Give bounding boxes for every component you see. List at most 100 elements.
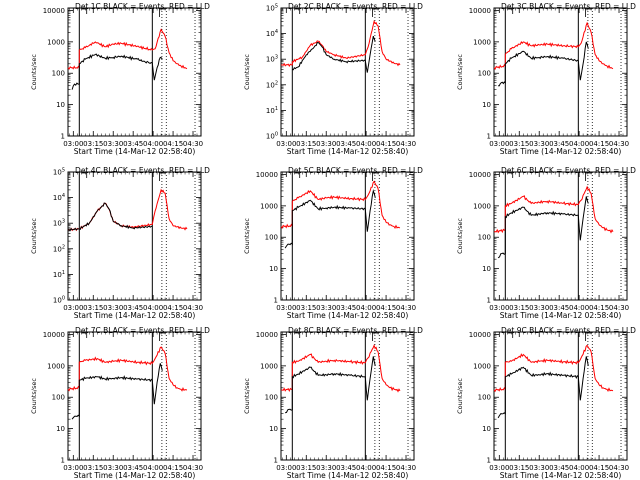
bracket-mark — [81, 8, 88, 14]
x-tick-label: 04:15 — [589, 464, 609, 472]
panel-title: Det 1C BLACK = Events, RED = LLD — [75, 2, 210, 11]
y-tick-label: 104 — [266, 29, 278, 38]
detector-panel-5: 1 10 100 1000 10000 03:00 03:15 03:30 03:45 04:00… — [243, 166, 423, 320]
x-tick-label: 04:30 — [396, 464, 416, 472]
y-tick-label: 1 — [487, 133, 491, 141]
y-tick-label: 1 — [61, 133, 65, 141]
series-line-lld — [493, 344, 614, 393]
series-line-lld — [493, 21, 614, 70]
x-tick-label: 04:30 — [396, 140, 416, 148]
x-tick-label: 03:45 — [336, 464, 356, 472]
y-tick-label: 10 — [482, 101, 491, 109]
x-tick-label: 03:30 — [103, 304, 123, 312]
y-tick-label: 10000 — [43, 7, 65, 15]
series-line-lld — [494, 185, 614, 234]
x-tick-label: 03:15 — [83, 464, 103, 472]
x-axis-label: Start Time (14-Mar-12 02:58:40) — [74, 147, 196, 156]
x-tick-label: 04:15 — [163, 464, 183, 472]
y-tick-label: 10000 — [43, 331, 65, 339]
y-tick-label: 10000 — [256, 331, 278, 339]
x-axis-label: Start Time (14-Mar-12 02:58:40) — [74, 311, 196, 320]
x-tick-label: 04:00 — [569, 304, 589, 312]
detector-panel-3: 1 10 100 1000 10000 03:00 03:15 03:30 03:45 04:00… — [456, 2, 636, 156]
x-tick-label: 04:30 — [396, 304, 416, 312]
x-tick-label: 03:30 — [529, 140, 549, 148]
x-tick-label: 03:30 — [316, 140, 336, 148]
y-tick-label: 100 — [478, 70, 491, 78]
series-line-events — [68, 202, 153, 232]
bracket-mark — [507, 172, 514, 178]
x-tick-label: 03:15 — [509, 140, 529, 148]
y-axis-label: Counts/sec — [30, 218, 38, 254]
y-tick-label: 10 — [56, 425, 65, 433]
x-tick-label: 04:00 — [569, 140, 589, 148]
x-tick-label: 03:30 — [316, 464, 336, 472]
x-tick-label: 04:15 — [589, 140, 609, 148]
y-axis-label: Counts/sec — [243, 378, 251, 414]
x-tick-label: 03:30 — [316, 304, 336, 312]
x-tick-label: 03:45 — [336, 140, 356, 148]
bracket-mark — [507, 8, 514, 14]
x-tick-label: 04:00 — [143, 140, 163, 148]
y-tick-label: 1 — [274, 457, 278, 465]
x-tick-label: 04:30 — [183, 464, 203, 472]
series-line-events — [71, 363, 163, 420]
x-axis-label: Start Time (14-Mar-12 02:58:40) — [287, 471, 409, 480]
plot-frame — [67, 331, 202, 461]
y-tick-label: 1000 — [260, 202, 278, 210]
x-tick-label: 03:15 — [509, 304, 529, 312]
y-tick-label: 1 — [274, 297, 278, 305]
y-tick-label: 1000 — [473, 202, 491, 210]
y-axis-label: Counts/sec — [456, 54, 464, 90]
series-line-events — [497, 356, 589, 419]
x-tick-label: 03:00 — [489, 140, 509, 148]
series-line-lld — [67, 346, 188, 392]
panel-title: Det 9C BLACK = Events, RED = LLD — [501, 326, 636, 335]
y-tick-label: 1 — [61, 457, 65, 465]
bracket-mark — [372, 172, 379, 181]
detector-panel-1: 1 10 100 1000 10000 03:00 03:15 03:30 03:45 04:00… — [30, 2, 210, 156]
bracket-mark — [294, 8, 301, 14]
x-tick-label: 03:15 — [296, 304, 316, 312]
bracket-mark — [294, 332, 301, 338]
x-tick-label: 04:00 — [356, 464, 376, 472]
y-tick-label: 1000 — [473, 38, 491, 46]
x-tick-label: 03:30 — [103, 464, 123, 472]
y-axis-label: Counts/sec — [456, 218, 464, 254]
y-tick-label: 103 — [53, 219, 65, 228]
detector-panel-8: 1 10 100 1000 10000 03:00 03:15 03:30 03:45 04:00… — [243, 326, 423, 480]
bracket-mark — [585, 172, 592, 181]
x-tick-label: 03:00 — [276, 464, 296, 472]
y-tick-label: 10 — [482, 425, 491, 433]
x-tick-label: 04:30 — [183, 304, 203, 312]
detector-panel-6: 1 10 100 1000 10000 03:00 03:15 03:30 03:45 04:00… — [456, 166, 636, 320]
x-tick-label: 04:00 — [143, 304, 163, 312]
x-tick-label: 03:15 — [83, 140, 103, 148]
bracket-mark — [372, 8, 379, 17]
plot-frame — [493, 171, 628, 301]
series-line-events — [292, 35, 376, 73]
y-tick-label: 10 — [269, 265, 278, 273]
x-tick-label: 03:15 — [509, 464, 529, 472]
bracket-mark — [585, 332, 592, 341]
y-tick-label: 101 — [53, 270, 65, 279]
plot-frame — [67, 7, 202, 137]
y-axis-label: Counts/sec — [30, 54, 38, 90]
x-tick-label: 04:00 — [356, 304, 376, 312]
x-tick-label: 04:00 — [356, 140, 376, 148]
x-tick-label: 04:15 — [163, 304, 183, 312]
x-tick-label: 03:00 — [63, 464, 83, 472]
y-tick-label: 102 — [266, 80, 278, 89]
plot-frame — [280, 331, 415, 461]
detector-panel-9: 1 10 100 1000 10000 03:00 03:15 03:30 03:45 04:00… — [456, 326, 636, 480]
y-tick-label: 100 — [265, 394, 278, 402]
x-tick-label: 03:30 — [529, 464, 549, 472]
x-tick-label: 03:15 — [83, 304, 103, 312]
x-axis-label: Start Time (14-Mar-12 02:58:40) — [500, 311, 622, 320]
bracket-mark — [81, 332, 88, 338]
plot-frame — [493, 7, 628, 137]
x-tick-label: 03:45 — [336, 304, 356, 312]
plot-frame — [493, 331, 628, 461]
y-tick-label: 100 — [52, 70, 65, 78]
x-tick-label: 04:15 — [589, 304, 609, 312]
